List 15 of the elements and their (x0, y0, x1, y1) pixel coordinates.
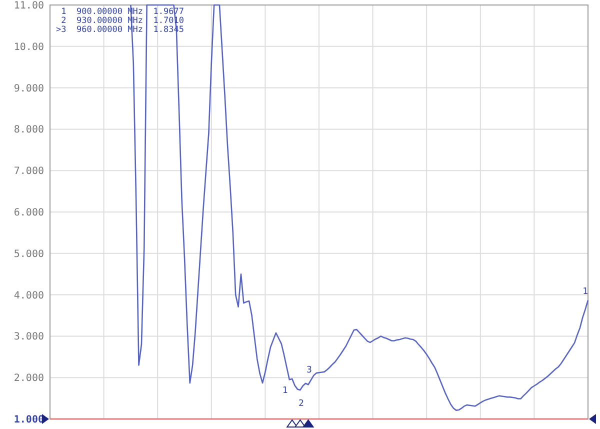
y-tick-label: 4.000 (14, 290, 44, 302)
y-tick-label: 10.00 (14, 42, 44, 53)
y-tick-label: 7.000 (14, 166, 44, 178)
y-tick-label: 8.000 (14, 124, 44, 136)
annotation: 1 (282, 386, 288, 396)
y-tick-label: 2.000 (14, 373, 44, 384)
line-series (130, 4, 589, 411)
annotation: 3 (306, 366, 312, 376)
y-tick-label: 9.000 (14, 83, 44, 94)
y-tick-label: 5.000 (14, 248, 44, 260)
annotation: 2 (298, 399, 304, 410)
y-tick-label: 11.00 (14, 0, 44, 12)
y-tick-label: 6.000 (14, 208, 44, 218)
annotation: 1 (582, 287, 588, 298)
y-tick-label: 3.000 (14, 332, 44, 343)
